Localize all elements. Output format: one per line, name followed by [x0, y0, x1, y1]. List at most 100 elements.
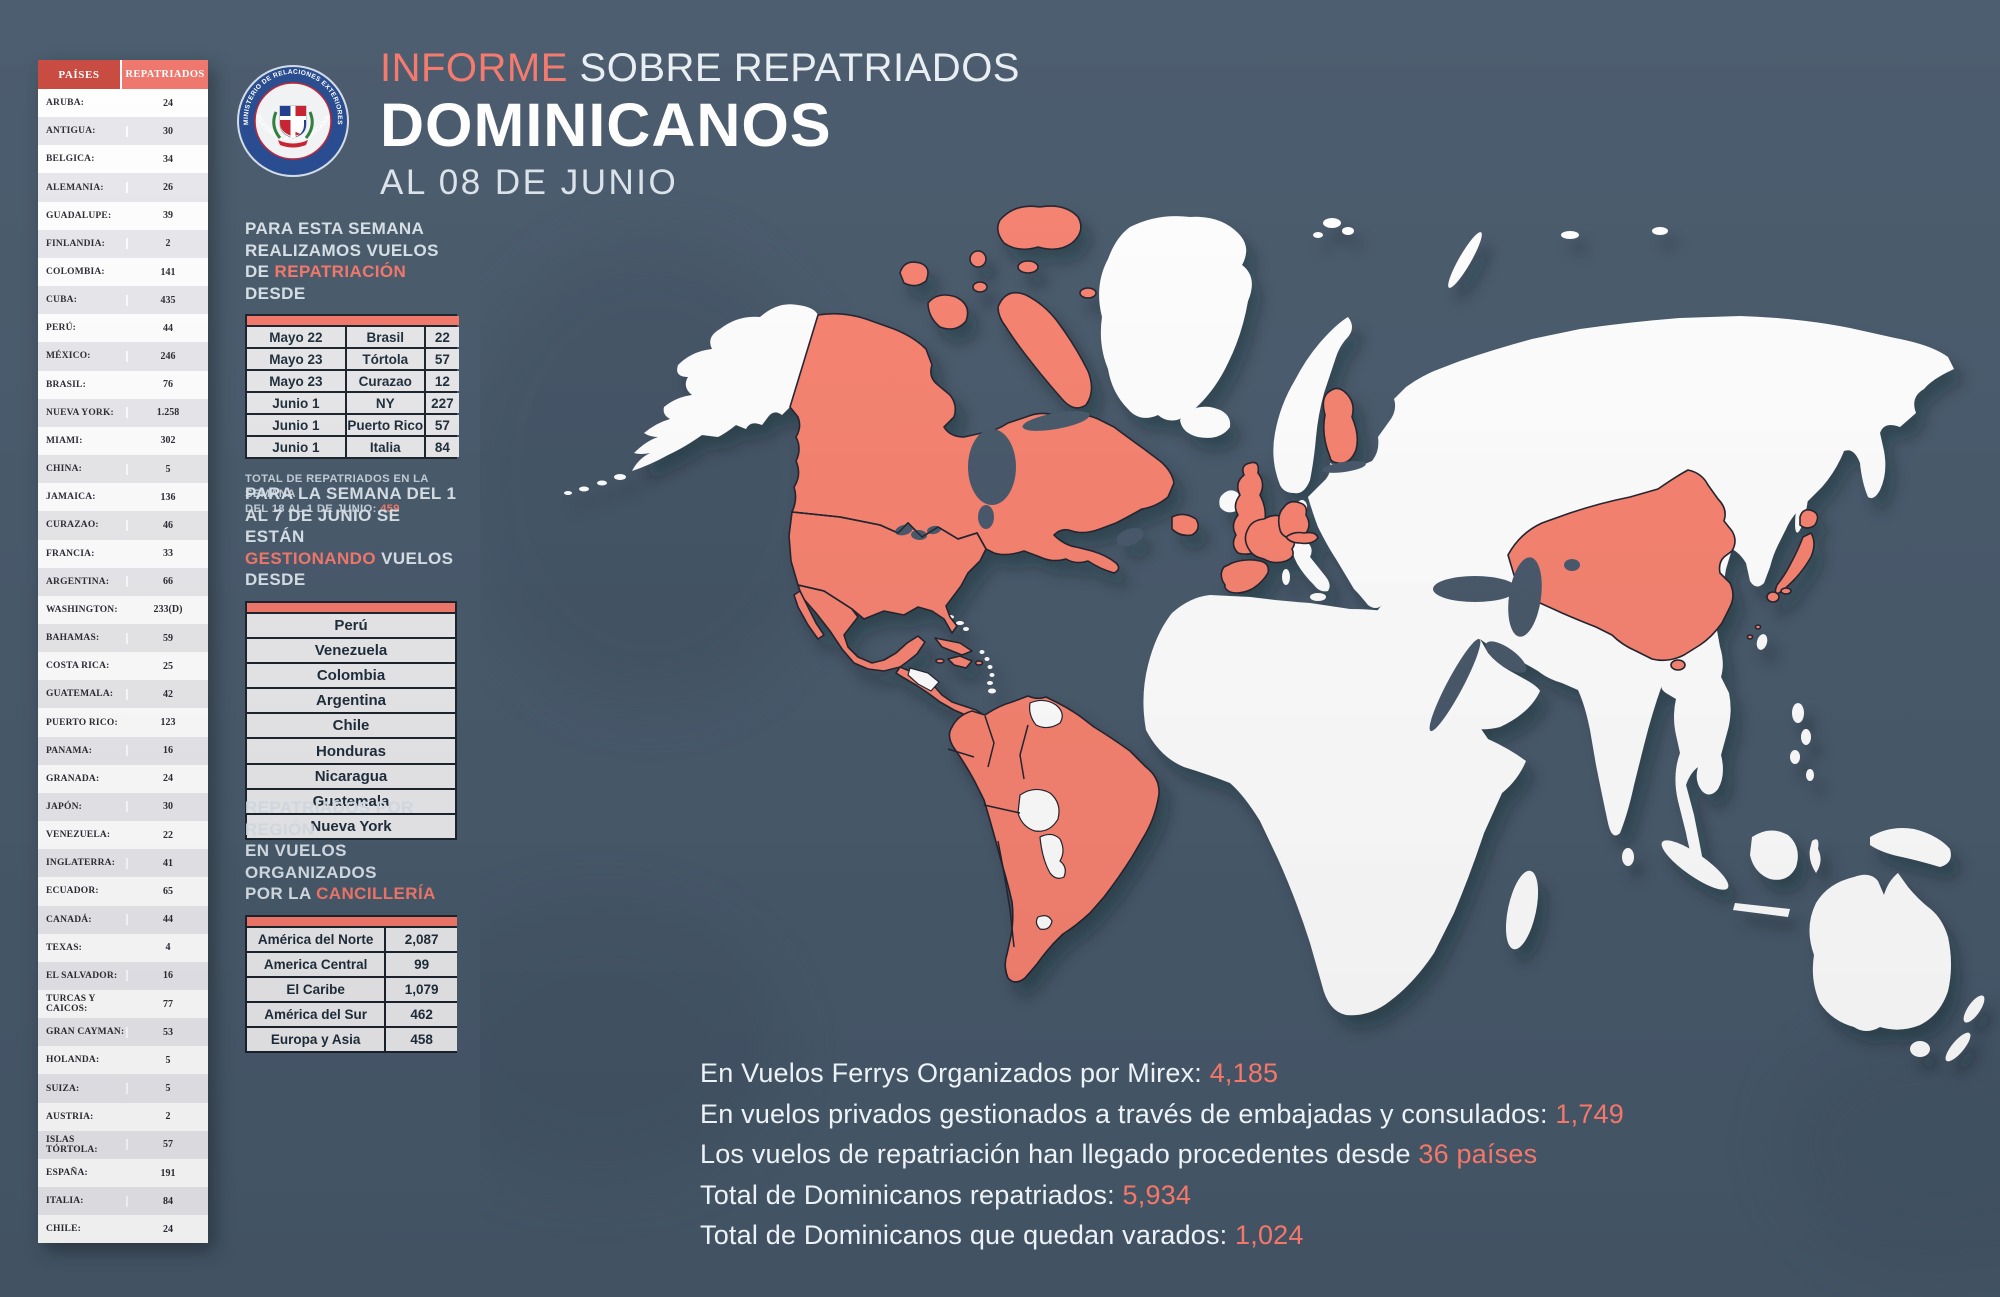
- map-uruguay: [1035, 915, 1053, 930]
- countries-table-header: PAÍSES REPATRIADOS: [38, 60, 208, 89]
- map-japan-hokkaido: [1799, 509, 1819, 529]
- country-name: CURAZAO:: [46, 520, 99, 531]
- country-value: 66: [126, 576, 208, 588]
- country-value: 4: [126, 942, 208, 954]
- country-value: 233(D): [126, 604, 208, 616]
- upcoming-origins-table: Perú Venezuela Colombia Argentina Chile …: [245, 600, 457, 841]
- page-title-line1: INFORME SOBRE REPATRIADOS: [380, 48, 1020, 88]
- country-value: 24: [126, 97, 208, 109]
- map-ellesmere-island: [996, 205, 1082, 251]
- flight-count: 84: [425, 437, 459, 457]
- country-value: 435: [126, 294, 208, 306]
- country-name: CHINA:: [46, 464, 83, 475]
- heading-accent: CANCILLERÍA: [316, 884, 436, 903]
- origin-item: Venezuela: [247, 638, 455, 662]
- country-row: MIAMI: 302: [38, 426, 208, 456]
- country-value: 136: [126, 491, 208, 503]
- flight-date: Junio 1: [247, 393, 345, 413]
- map-borneo: [1750, 830, 1798, 880]
- map-finland: [1322, 387, 1359, 465]
- country-name: EL SALVADOR:: [46, 970, 118, 981]
- map-iceland: [1180, 406, 1231, 438]
- country-value: 41: [126, 857, 208, 869]
- border-colombia-venezuela: [984, 715, 995, 768]
- table-accent-bar: [247, 316, 459, 325]
- red-sea: [1429, 638, 1481, 732]
- summary-value: 5,934: [1122, 1179, 1192, 1210]
- country-name: GUADALUPE:: [46, 210, 112, 221]
- map-inland-water: [895, 411, 1580, 732]
- country-name: BRASIL:: [46, 379, 86, 390]
- flight-date: Junio 1: [247, 437, 345, 457]
- total-note-line1: TOTAL DE REPATRIADOS EN LA SEMANA: [245, 473, 429, 500]
- region-totals-table: América del Norte 2,087 America Central …: [245, 914, 457, 1053]
- country-name: GRAN CAYMAN:: [46, 1027, 125, 1038]
- country-row: ESPAÑA: 191: [38, 1158, 208, 1188]
- country-name: PERÚ:: [46, 323, 77, 334]
- heading-accent: REPATRIACIÓN: [274, 262, 407, 281]
- country-row: HOLANDA: 5: [38, 1046, 208, 1075]
- week-total-note: TOTAL DE REPATRIADOS EN LA SEMANA DEL 18…: [245, 472, 457, 517]
- map-sumatra: [1661, 840, 1729, 890]
- summary-line: En vuelos privados gestionados a través …: [700, 1099, 1624, 1130]
- caspian-sea: [1508, 557, 1542, 637]
- heading-line: PARA ESTA SEMANA: [245, 219, 425, 238]
- map-tasmania: [1910, 1041, 1930, 1057]
- heading-accent: GESTIONANDO: [245, 548, 376, 568]
- country-row: BAHAMAS: 59: [38, 623, 208, 653]
- country-value: 246: [126, 350, 208, 362]
- page-title-line2: DOMINICANOS: [380, 91, 832, 159]
- country-value: 65: [126, 885, 208, 897]
- region-value: 458: [386, 1027, 457, 1051]
- country-row: SUIZA: 5: [38, 1074, 208, 1103]
- great-lakes: [895, 524, 913, 536]
- heading-line: VUELOS DESDE: [245, 548, 454, 590]
- border-chile-argentina: [997, 840, 1015, 948]
- country-name: FINLANDIA:: [46, 238, 105, 249]
- map-ireland: [1219, 490, 1240, 513]
- country-name: COSTA RICA:: [46, 661, 110, 672]
- map-java: [1733, 903, 1790, 917]
- country-name: ARGENTINA:: [46, 576, 110, 587]
- country-value: 42: [126, 688, 208, 700]
- map-africa: [1143, 595, 1526, 1016]
- map-land-enclaves: [907, 667, 1066, 930]
- aral-sea: [1564, 559, 1580, 571]
- country-row: COSTA RICA: 25: [38, 652, 208, 681]
- country-name: NUEVA YORK:: [46, 407, 114, 418]
- heading-line: PARA LA SEMANA DEL 1: [245, 484, 457, 503]
- country-name: ECUADOR:: [46, 886, 99, 897]
- border-us-mexico: [797, 584, 859, 618]
- summary-text: Los vuelos de repatriación han llegado p…: [700, 1139, 1419, 1169]
- country-row: CHINA: 5: [38, 455, 208, 484]
- map-sri-lanka: [1622, 848, 1634, 866]
- country-value: 2: [126, 1111, 208, 1123]
- map-japan-shikoku: [1780, 587, 1792, 595]
- country-row: VENEZUELA: 22: [38, 821, 208, 850]
- section-week-flights: PARA ESTA SEMANA REALIZAMOS VUELOS DE RE…: [245, 218, 459, 517]
- border-peru-brazil: [983, 804, 1021, 814]
- country-row: WASHINGTON: 233(D): [38, 595, 208, 624]
- country-value: 30: [126, 125, 208, 137]
- country-name: ISLAS TÓRTOLA:: [46, 1134, 98, 1155]
- map-new-guinea: [1870, 828, 1951, 867]
- map-japan-honshu: [1774, 532, 1815, 595]
- map-taiwan: [1756, 634, 1768, 650]
- section-region-totals: REPATRIADOS POR REGIÓN EN VUELOS ORGANIZ…: [245, 797, 457, 1053]
- map-land-neutral: [564, 216, 1985, 1062]
- map-japan-kyushu: [1766, 591, 1780, 603]
- map-new-zealand-south: [1945, 1032, 1971, 1062]
- summary-value: 36 países: [1418, 1139, 1538, 1169]
- summary-line: En Vuelos Ferrys Organizados por Mirex: …: [700, 1058, 1624, 1089]
- section-upcoming-heading: PARA LA SEMANA DEL 1 AL 7 DE JUNIO SE ES…: [245, 483, 457, 591]
- table-accent-bar: [247, 916, 457, 926]
- country-row: JAPÓN: 30: [38, 792, 208, 822]
- country-value: 5: [126, 1083, 208, 1095]
- origin-item: Nicaragua: [247, 764, 455, 788]
- country-value: 33: [126, 548, 208, 560]
- region-value: 99: [386, 952, 457, 976]
- section-region-heading: REPATRIADOS POR REGIÓN EN VUELOS ORGANIZ…: [245, 797, 457, 905]
- origin-item: Guatemala: [247, 789, 455, 813]
- country-value: 77: [126, 998, 208, 1010]
- countries-panel: PAÍSES REPATRIADOS ARUBA: 24 ANTIGUA: 30…: [38, 60, 208, 1244]
